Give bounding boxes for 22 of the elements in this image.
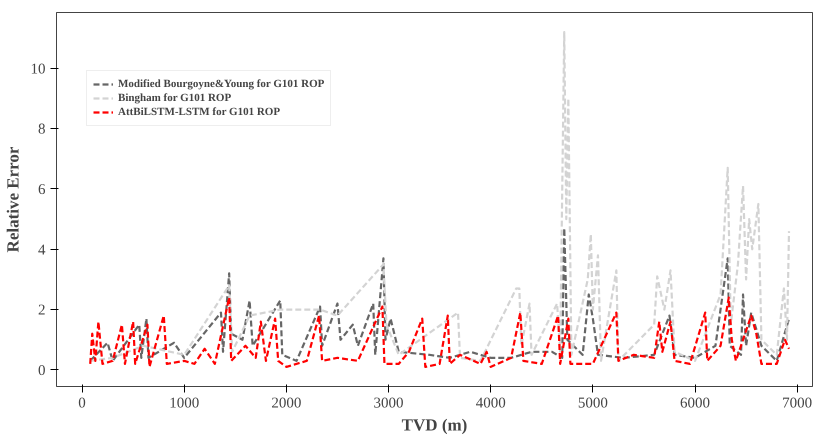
legend-label: AttBiLSTM-LSTM for G101 ROP [118, 105, 280, 119]
line-series [89, 296, 790, 368]
y-tick-label: 2 [38, 302, 46, 319]
x-tick-label: 4000 [476, 396, 506, 412]
x-tick-label: 6000 [680, 396, 710, 412]
y-tick-label: 4 [38, 242, 46, 258]
x-tick-label: 5000 [578, 396, 608, 412]
y-axis-title: Relative Error [4, 146, 22, 252]
line-series [89, 227, 790, 362]
y-tick-label: 8 [38, 122, 46, 138]
x-tick-label: 2000 [271, 396, 302, 412]
x-tick-label: 3000 [374, 396, 404, 412]
x-tick-label: 1000 [169, 396, 200, 412]
y-tick-label: 6 [38, 182, 46, 198]
x-tick-label: 7000 [782, 396, 812, 412]
legend-label: Bingham for G101 ROP [118, 91, 232, 105]
x-tick-label: 0 [78, 396, 86, 412]
legend-label: Modified Bourgoyne&Young for G101 ROP [118, 77, 324, 91]
line-series [89, 31, 790, 362]
x-axis-title: TVD (m) [402, 416, 468, 434]
y-tick-label: 10 [30, 61, 46, 78]
y-tick-label: 0 [38, 362, 46, 379]
